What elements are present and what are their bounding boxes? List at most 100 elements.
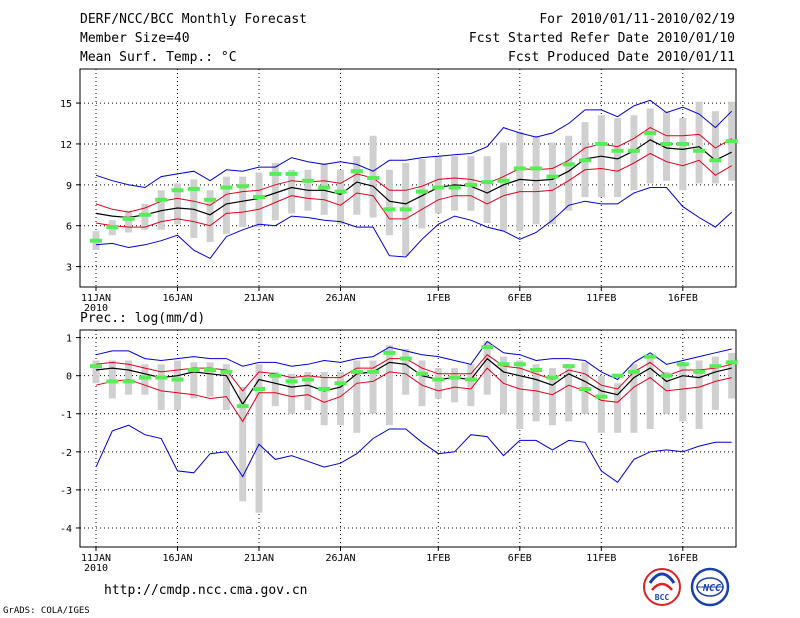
- ensemble-lower-line: [95, 152, 732, 228]
- ensemble-box: [532, 364, 540, 422]
- ensemble-box: [565, 135, 573, 211]
- observed-marker: [595, 394, 608, 399]
- observed-marker: [497, 362, 510, 367]
- observed-marker: [448, 375, 461, 380]
- y-tick-label: 1: [66, 334, 72, 345]
- ensemble-max-line: [95, 340, 732, 381]
- observed-marker: [530, 367, 543, 372]
- observed-marker: [204, 367, 217, 372]
- x-tick-year: 2010: [84, 563, 108, 574]
- ensemble-box: [548, 142, 556, 225]
- x-tick-label: 1FEB: [426, 553, 450, 564]
- observed-marker: [155, 375, 168, 380]
- observed-marker: [106, 225, 119, 230]
- observed-marker: [546, 375, 559, 380]
- ensemble-box: [679, 364, 687, 422]
- ensemble-box: [711, 356, 719, 410]
- x-tick-label: 6FEB: [508, 553, 532, 564]
- forecast-produced-date: Fcst Produced Date 2010/01/11: [508, 50, 735, 65]
- ensemble-box: [646, 108, 654, 184]
- observed-marker: [122, 379, 135, 384]
- ensemble-box: [467, 364, 475, 407]
- ensemble-box: [532, 135, 540, 225]
- observed-marker: [285, 171, 298, 176]
- observed-marker: [155, 197, 168, 202]
- ensemble-box: [369, 360, 377, 414]
- observed-marker: [187, 367, 200, 372]
- ensemble-box: [222, 176, 230, 234]
- ensemble-box: [320, 371, 328, 426]
- ensemble-box: [663, 371, 670, 414]
- precip-panel-title: Prec.: log(mm/d): [80, 311, 205, 326]
- ensemble-box: [614, 383, 622, 433]
- ensemble-box: [222, 364, 230, 410]
- observed-marker: [481, 180, 494, 185]
- x-tick-label: 16JAN: [162, 553, 192, 564]
- ensemble-box: [353, 156, 361, 215]
- ensemble-box: [239, 176, 247, 228]
- observed-marker: [562, 162, 575, 167]
- observed-marker: [253, 387, 265, 392]
- observed-marker: [269, 373, 282, 378]
- observed-marker: [481, 345, 494, 350]
- forecast-started-date: Fcst Started Refer Date 2010/01/10: [469, 31, 735, 46]
- observed-marker: [106, 379, 119, 384]
- observed-marker: [90, 364, 102, 369]
- ensemble-box: [288, 169, 296, 214]
- observed-marker: [725, 360, 738, 365]
- ncc-logo-text: NCC: [702, 583, 721, 594]
- observed-marker: [497, 178, 510, 183]
- x-tick-year: 2010: [84, 303, 108, 314]
- bcc-logo: BCC: [643, 568, 681, 606]
- ensemble-box: [434, 156, 442, 214]
- observed-marker: [530, 166, 543, 171]
- observed-marker: [562, 364, 575, 369]
- observed-marker: [318, 387, 331, 392]
- ensemble-box: [157, 364, 165, 410]
- ensemble-box: [500, 142, 507, 232]
- y-tick-label: 6: [66, 222, 72, 233]
- ensemble-box: [288, 373, 296, 414]
- ensemble-box: [451, 368, 459, 403]
- ensemble-box: [206, 362, 214, 397]
- ensemble-box: [728, 352, 736, 399]
- x-tick-label: 11FEB: [586, 553, 616, 564]
- chart-title: DERF/NCC/BCC Monthly Forecast: [80, 12, 307, 27]
- ensemble-box: [402, 349, 410, 395]
- x-tick-label: 16FEB: [668, 553, 698, 564]
- observed-marker: [220, 369, 233, 374]
- observed-marker: [138, 375, 151, 380]
- ensemble-box: [418, 158, 426, 229]
- ensemble-box: [614, 118, 622, 198]
- x-tick-label: 1FEB: [426, 293, 450, 304]
- observed-marker: [269, 171, 282, 176]
- x-tick-label: 16FEB: [668, 293, 698, 304]
- y-tick-label: -4: [60, 524, 72, 535]
- ensemble-box: [695, 101, 703, 184]
- ensemble-box: [711, 111, 719, 184]
- observed-marker: [627, 148, 640, 153]
- observed-marker: [432, 185, 445, 190]
- y-tick-label: -3: [60, 486, 72, 497]
- observed-marker: [644, 354, 657, 359]
- ensemble-box: [190, 362, 198, 399]
- ensemble-box: [304, 371, 312, 410]
- observed-marker: [513, 166, 526, 171]
- ensemble-box: [385, 169, 393, 236]
- observed-marker: [627, 369, 640, 374]
- observed-marker: [579, 387, 591, 392]
- observed-marker: [334, 381, 347, 386]
- observed-marker: [693, 369, 706, 374]
- observed-marker: [464, 182, 477, 187]
- ensemble-box: [451, 156, 459, 211]
- observed-marker: [725, 139, 738, 144]
- ensemble-box: [353, 360, 361, 433]
- observed-marker: [301, 178, 314, 183]
- observed-marker: [187, 186, 200, 191]
- variable-label: Mean Surf. Temp.: °C: [80, 50, 237, 65]
- observed-marker: [546, 174, 559, 179]
- ensemble-box: [630, 115, 638, 191]
- x-tick-label: 26JAN: [325, 293, 355, 304]
- forecast-period: For 2010/01/11-2010/02/19: [539, 12, 735, 27]
